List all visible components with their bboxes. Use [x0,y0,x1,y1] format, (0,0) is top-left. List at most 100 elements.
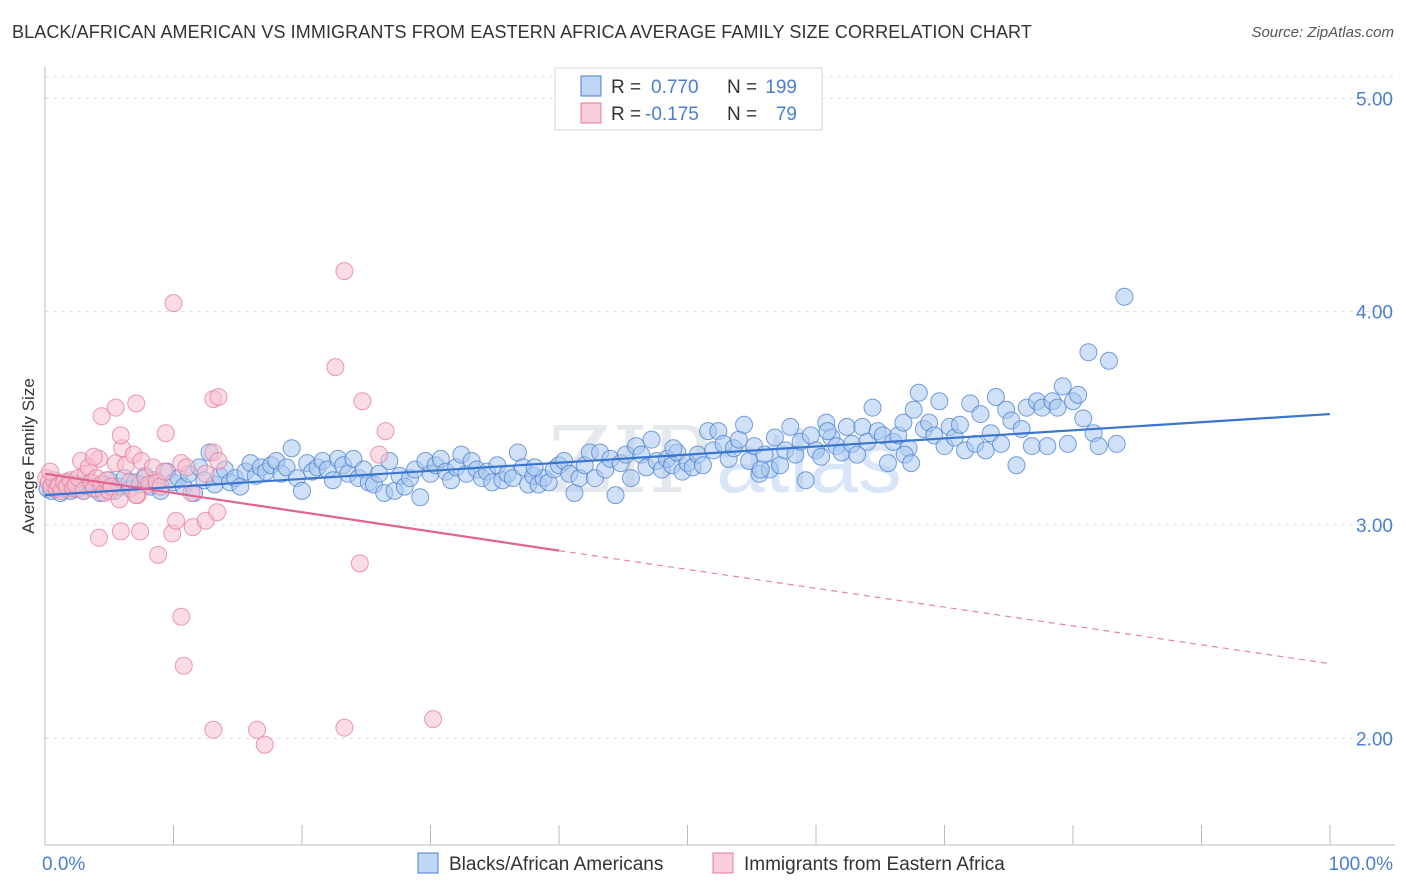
pink-point-69 [172,607,191,626]
pink-point-51 [111,522,130,541]
y-axis-title: Average Family Size [19,378,38,534]
blue-point-171 [894,413,913,432]
pink-point-74 [335,718,354,737]
pink-point-46 [196,464,215,483]
blue-point-206 [1074,409,1093,428]
blue-point-107 [565,484,584,502]
x-tick-label-1: 100.0% [1329,854,1394,875]
pink-point-49 [209,452,228,470]
blue-point-118 [621,469,640,488]
trend-lines [44,412,1331,665]
blue-point-193 [1007,456,1026,475]
pink-point-62 [209,388,228,406]
blue-point-60 [323,471,342,490]
legend-r-label-pink: R = [611,104,641,125]
pink-point-41 [106,398,125,417]
blue-point-146 [765,428,784,447]
pink-point-27 [110,490,129,509]
blue-point-213 [818,422,837,441]
blue-point-149 [781,417,800,436]
pink-point-42 [127,394,146,413]
pink-point-73 [255,735,274,754]
blue-point-189 [986,388,1005,406]
y-tick-label-3: 5.00 [1356,89,1393,110]
y-tick-label-2: 4.00 [1356,303,1393,324]
blue-point-173 [904,400,923,419]
pink-point-53 [149,545,168,564]
blue-point-168 [878,454,897,473]
blue-point-211 [1115,287,1134,306]
pink-point-71 [204,720,223,739]
pink-point-66 [376,422,395,441]
blue-point-199 [1038,437,1057,456]
blue-point-203 [1058,434,1077,453]
legend-n-value-pink: 79 [776,104,797,125]
blue-point-122 [642,430,661,449]
pink-point-65 [353,392,372,411]
pink-point-64 [335,262,354,281]
blue-point-115 [606,486,625,505]
blue-point-96 [508,443,527,462]
pink-point-43 [111,426,130,445]
blue-point-42 [231,477,250,496]
blue-point-77 [411,488,430,507]
chart-title: BLACK/AFRICAN AMERICAN VS IMMIGRANTS FRO… [12,22,1032,42]
pink-point-67 [370,445,389,464]
legend-r-label-blue: R = [611,77,641,98]
pink-point-59 [208,503,227,522]
blue-point-201 [1048,398,1067,417]
pink-point-50 [89,528,108,547]
legend-swatch-blue [580,75,602,97]
blue-point-140 [735,415,754,434]
pink-point-75 [424,710,443,729]
blue-point-186 [971,405,990,424]
pink-point-63 [326,358,345,377]
blue-point-52 [282,439,301,458]
blue-point-202 [1053,377,1072,396]
pink-trend-line [44,472,560,552]
blue-point-163 [853,417,872,436]
blue-point-212 [1107,434,1126,453]
legend-swatch-pink [580,102,602,124]
y-tick-label-1: 3.00 [1356,516,1393,537]
blue-point-215 [902,454,921,473]
blue-point-207 [1079,343,1098,362]
pink-point-70 [174,656,193,675]
blue-point-196 [1022,437,1041,456]
pink-point-68 [350,554,369,573]
legend-n-label-blue: N = [727,77,757,98]
blue-point-132 [693,456,712,475]
pink-point-39 [155,462,174,481]
series-legend-swatch-blue [417,852,439,874]
blue-point-216 [525,458,544,477]
pink-point-60 [164,294,183,313]
source-label: Source: ZipAtlas.com [1251,24,1394,41]
blue-point-139 [729,430,748,449]
legend-n-value-blue: 199 [765,77,797,98]
pink-point-52 [131,522,150,541]
blue-point-165 [863,398,882,417]
blue-point-162 [848,445,867,464]
blue-point-217 [751,460,770,479]
blue-point-182 [950,415,969,434]
pink-point-44 [156,424,175,443]
pink-point-40 [92,407,111,426]
blue-point-147 [771,456,790,475]
blue-point-178 [930,392,949,411]
pink-trend-extension [558,550,1331,665]
y-tick-labels: 2.00 3.00 4.00 5.00 [1356,89,1393,750]
blue-point-160 [837,417,856,436]
series-legend-label-blue: Blacks/African Americans [449,854,663,875]
series-legend: Blacks/African Americans Immigrants from… [417,852,1005,875]
legend: R = 0.770 N = 199 R = -0.175 N = 79 [554,67,823,131]
x-tick-label-0: 0.0% [42,854,85,875]
legend-r-value-blue: 0.770 [651,77,699,98]
series-legend-swatch-pink [712,852,734,874]
series-legend-label-pink: Immigrants from Eastern Africa [744,854,1005,875]
blue-point-174 [909,383,928,402]
blue-point-209 [1089,437,1108,456]
blue-point-152 [796,471,815,490]
blue-point-190 [992,434,1011,453]
blue-point-205 [1069,385,1088,404]
